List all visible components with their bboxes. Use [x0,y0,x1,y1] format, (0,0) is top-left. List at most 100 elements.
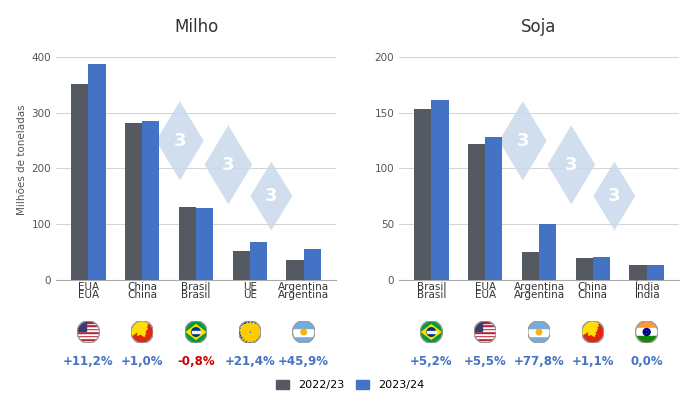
Polygon shape [156,101,204,180]
Title: Soja: Soja [522,18,556,36]
Bar [474,321,482,331]
Polygon shape [204,125,252,204]
Text: 3: 3 [174,132,186,150]
Bar [88,64,106,280]
Text: Brasil: Brasil [416,290,446,300]
Text: 3: 3 [565,156,578,174]
Text: +77,8%: +77,8% [514,355,564,368]
Bar [196,208,214,280]
Bar [77,338,99,340]
Bar [77,328,99,330]
Bar [77,324,99,326]
Text: +11,2%: +11,2% [63,355,113,368]
Bar [474,340,496,342]
Bar [250,242,267,280]
Text: China: China [127,282,158,292]
Bar [474,338,496,340]
Text: 3: 3 [222,156,235,174]
Text: +21,4%: +21,4% [225,355,275,368]
Bar [636,321,658,328]
Polygon shape [547,125,595,204]
Bar [474,334,496,336]
Bar [304,249,321,280]
Bar [232,251,250,280]
Bar [77,326,99,328]
Text: 0,0%: 0,0% [631,355,663,368]
Text: Argentina: Argentina [278,282,329,292]
Polygon shape [186,325,206,339]
Bar [77,336,99,338]
Bar [485,137,503,280]
Text: +1,1%: +1,1% [572,355,614,368]
Bar [286,260,304,280]
Text: EUA: EUA [475,282,496,292]
Bar [77,321,99,322]
Bar [474,342,496,343]
Bar [293,328,315,336]
Polygon shape [422,325,441,339]
Text: EUA: EUA [78,290,99,300]
Bar [125,123,142,280]
Bar [474,336,496,338]
Text: UE: UE [243,282,257,292]
Text: EUA: EUA [475,290,496,300]
Bar [636,336,658,343]
Bar [71,84,88,280]
Text: Argentina: Argentina [278,290,329,300]
Circle shape [301,329,307,335]
Text: Brasil: Brasil [181,282,211,292]
Bar [293,336,315,343]
Text: Brasil: Brasil [416,282,446,292]
Bar [77,321,85,331]
Text: EUA: EUA [78,282,99,292]
Text: Índia: Índia [634,282,659,292]
Bar [629,266,647,280]
Legend: 2022/23, 2023/24: 2022/23, 2023/24 [272,375,428,394]
Bar [293,321,315,328]
Text: China: China [578,290,608,300]
Text: 3: 3 [517,132,529,150]
Bar [142,122,160,280]
Bar [77,331,99,333]
Bar [474,330,496,331]
Bar [77,340,99,342]
Text: China: China [578,282,608,292]
Bar [593,256,610,280]
Text: 3: 3 [608,187,621,205]
Bar [77,333,99,334]
Bar [474,324,496,326]
Bar [414,109,431,280]
Text: Índia: Índia [634,290,659,300]
Text: China: China [127,290,158,300]
Bar [539,224,556,280]
Bar [474,326,496,328]
Y-axis label: Milhões de toneladas: Milhões de toneladas [18,105,27,215]
Bar [474,321,496,322]
Bar [636,328,658,336]
Bar [77,330,99,331]
Bar [474,333,496,334]
Text: +5,2%: +5,2% [410,355,453,368]
Circle shape [427,328,435,336]
Bar [528,336,550,343]
Circle shape [192,328,200,336]
Bar [77,334,99,336]
Bar [528,328,550,336]
Polygon shape [594,162,636,230]
Polygon shape [499,101,547,180]
Bar [77,322,99,324]
Text: -0,8%: -0,8% [177,355,215,368]
Text: UE: UE [243,290,257,300]
Text: +5,5%: +5,5% [464,355,507,368]
Bar [575,258,593,280]
Text: Argentina: Argentina [513,282,565,292]
Bar [474,331,496,333]
Bar [77,342,99,343]
Bar [178,207,196,280]
Bar [468,144,485,280]
Bar [647,266,664,280]
Text: 3: 3 [265,187,278,205]
Text: +1,0%: +1,0% [121,355,163,368]
Bar [474,328,496,330]
Bar [474,322,496,324]
